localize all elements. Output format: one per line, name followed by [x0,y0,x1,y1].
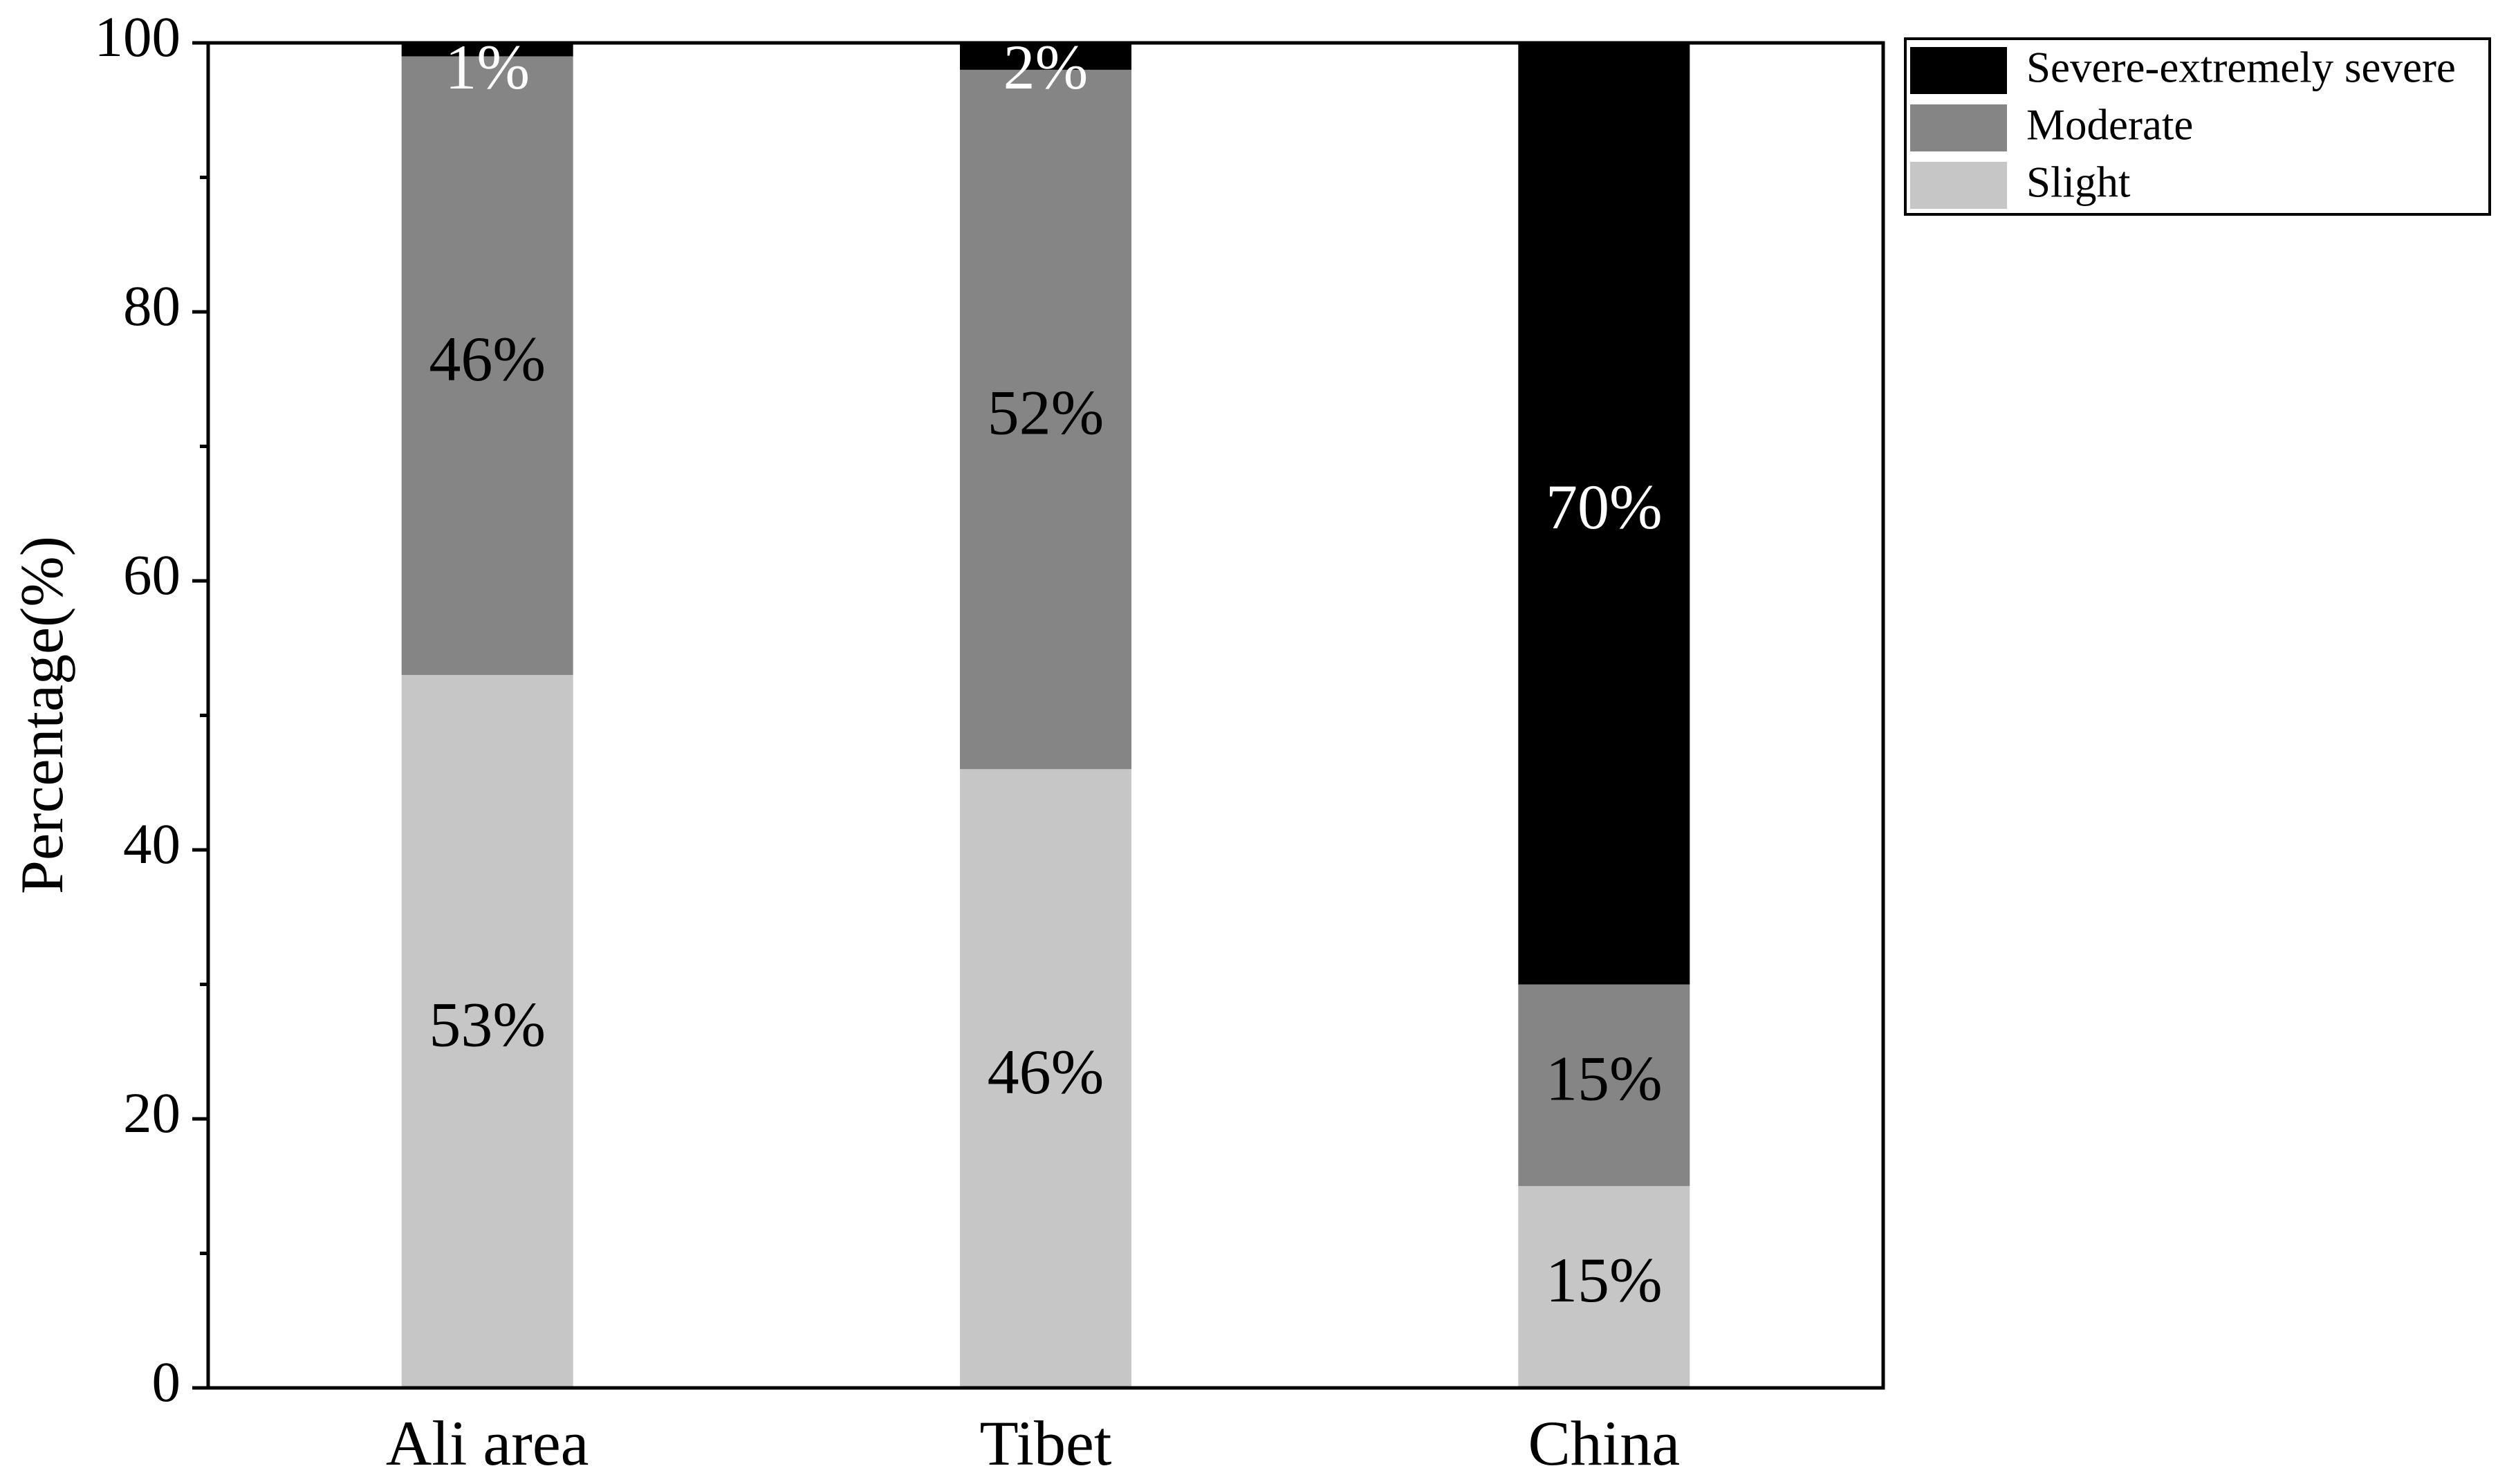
y-tick-label: 20 [123,1081,181,1144]
bar-segment [960,43,1131,70]
value-label: 46% [429,324,546,394]
bar-segment [401,43,573,57]
bar-segment [960,69,1131,770]
y-tick-label: 40 [123,812,181,875]
legend-label: Slight [2026,158,2131,206]
value-label: 46% [988,1037,1104,1107]
bar-segment [401,56,573,676]
y-tick-label: 80 [123,274,181,337]
value-label: 52% [988,378,1104,448]
legend-label: Moderate [2026,100,2193,149]
x-tick-label: Ali area [386,1408,589,1478]
legend-label: Severe-extremely severe [2026,43,2456,91]
bar-segment [960,769,1131,1388]
bar-segment [1518,43,1690,985]
y-axis-label: Percentage(%) [9,536,76,894]
bar-segment [1518,1186,1690,1388]
x-tick-label: China [1528,1408,1680,1478]
value-label: 53% [429,990,546,1060]
value-label: 15% [1546,1245,1663,1315]
value-label: 15% [1546,1043,1663,1113]
value-label: 70% [1546,472,1663,542]
x-tick-label: Tibet [980,1408,1112,1478]
legend-swatch [1910,47,2007,94]
y-tick-label: 100 [95,5,181,68]
legend-swatch [1910,162,2007,209]
legend-swatch [1910,104,2007,151]
bar-segment [401,675,573,1388]
bar-segment [1518,984,1690,1187]
y-tick-label: 60 [123,543,181,606]
y-tick-label: 0 [152,1350,181,1413]
